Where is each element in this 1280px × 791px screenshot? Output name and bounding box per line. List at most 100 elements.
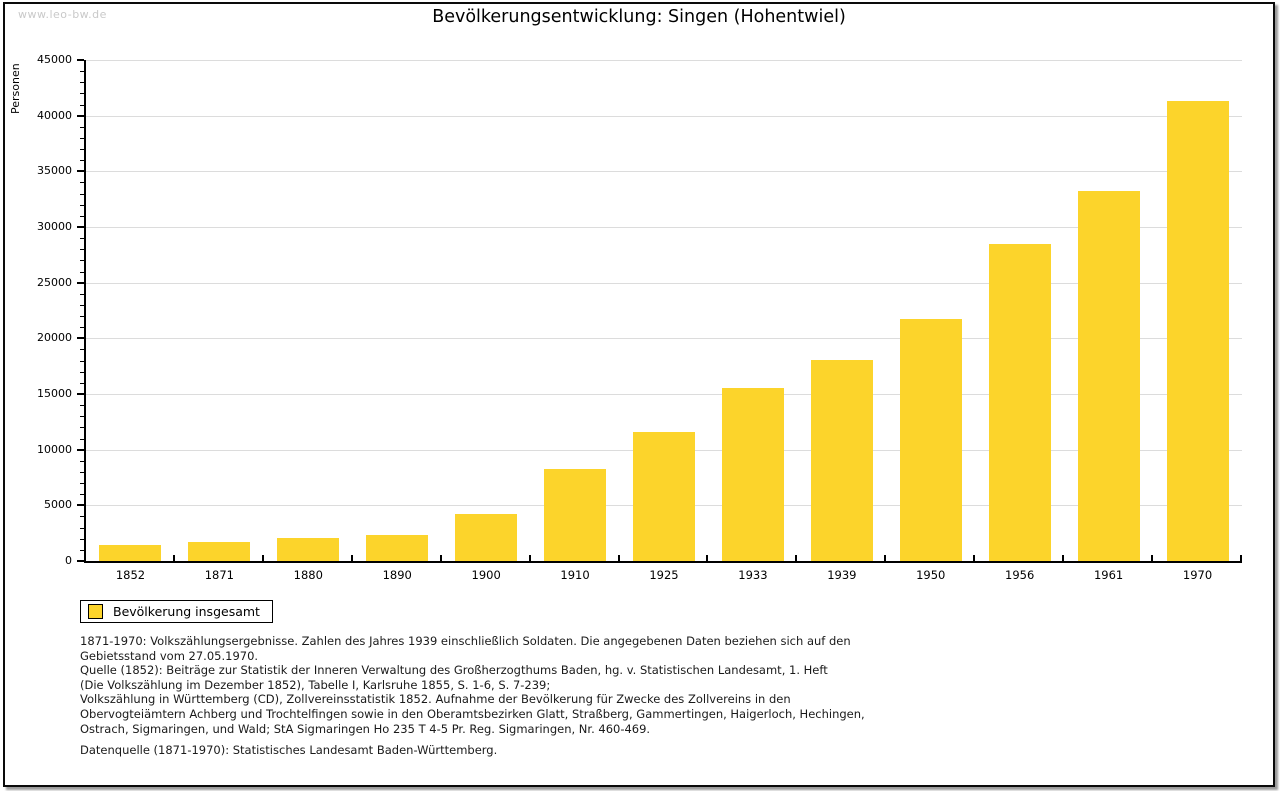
gridline bbox=[86, 338, 1242, 340]
y-axis-minor-tick bbox=[80, 382, 84, 384]
gridline bbox=[86, 171, 1242, 173]
bar-1950 bbox=[899, 319, 962, 561]
y-axis-tick-label: 30000 bbox=[37, 220, 72, 233]
x-axis-label: 1933 bbox=[738, 568, 768, 582]
x-axis-label: 1970 bbox=[1182, 568, 1213, 582]
y-axis-tick bbox=[77, 170, 84, 173]
x-axis-tick bbox=[884, 555, 887, 561]
y-axis-minor-tick bbox=[80, 527, 84, 529]
chart-page: www.leo-bw.de Bevölkerungsentwicklung: S… bbox=[3, 2, 1275, 787]
y-axis-minor-tick bbox=[80, 249, 84, 251]
bar-1961 bbox=[1077, 190, 1140, 561]
y-axis-minor-tick bbox=[80, 438, 84, 440]
bar-1900 bbox=[455, 514, 518, 561]
x-axis-label: 1950 bbox=[916, 568, 946, 582]
x-axis-tick bbox=[973, 555, 976, 561]
y-axis-minor-tick bbox=[80, 104, 84, 106]
y-axis-tick bbox=[77, 337, 84, 340]
y-axis-minor-tick bbox=[80, 304, 84, 306]
y-axis-tick-label: 10000 bbox=[37, 442, 72, 456]
y-axis-tick-label: 45000 bbox=[37, 53, 72, 66]
bar-1890 bbox=[366, 535, 429, 561]
x-axis-label: 1890 bbox=[382, 568, 412, 582]
x-axis-tick bbox=[706, 555, 709, 561]
x-axis-tick bbox=[261, 555, 264, 561]
bar-1970 bbox=[1166, 101, 1229, 561]
y-axis-minor-tick bbox=[80, 516, 84, 518]
y-axis-minor-tick bbox=[80, 149, 84, 151]
gridline bbox=[86, 282, 1242, 284]
y-axis-minor-tick bbox=[80, 93, 84, 95]
x-axis-tick bbox=[1062, 555, 1065, 561]
x-axis-tick bbox=[1240, 555, 1242, 561]
y-axis-minor-tick bbox=[80, 327, 84, 329]
x-axis-tick bbox=[1151, 555, 1154, 561]
bar-1925 bbox=[633, 431, 695, 561]
bar-1852 bbox=[99, 544, 162, 561]
y-axis-tick bbox=[77, 226, 84, 228]
y-axis-minor-tick bbox=[80, 71, 84, 73]
y-axis-minor-tick bbox=[80, 238, 84, 240]
y-axis-minor-tick bbox=[80, 260, 84, 262]
y-axis-minor-tick bbox=[80, 494, 84, 496]
note-line: Ostrach, Sigmaringen, und Wald; StA Sigm… bbox=[80, 721, 651, 736]
chart-title: Bevölkerungsentwicklung: Singen (Hohentw… bbox=[432, 7, 846, 27]
y-axis-tick bbox=[77, 504, 84, 507]
legend-label: Bevölkerung insgesamt bbox=[113, 604, 260, 619]
y-axis-tick bbox=[77, 114, 84, 117]
legend: Bevölkerung insgesamt bbox=[80, 600, 273, 623]
note-line: Obervogteiämtern Achberg und Trochtelfin… bbox=[80, 706, 865, 721]
note-line: Volkszählung in Württemberg (CD), Zollve… bbox=[80, 692, 791, 707]
bar-1956 bbox=[988, 244, 1051, 561]
y-axis-minor-tick bbox=[80, 193, 84, 195]
y-axis-tick-label: 5000 bbox=[44, 498, 72, 512]
bar-1871 bbox=[188, 541, 251, 561]
source-notes: 1871-1970: Volkszählungsergebnisse. Zahl… bbox=[80, 634, 1230, 758]
y-axis-tick bbox=[77, 59, 84, 61]
y-axis-minor-tick bbox=[80, 126, 84, 128]
y-axis-minor-tick bbox=[80, 538, 84, 540]
y-axis-minor-tick bbox=[80, 271, 84, 273]
x-axis-label: 1956 bbox=[1005, 568, 1035, 582]
x-axis-tick bbox=[439, 555, 442, 561]
x-axis-tick bbox=[350, 555, 353, 561]
y-axis-minor-tick bbox=[80, 360, 84, 362]
note-line: Quelle (1852): Beiträge zur Statistik de… bbox=[80, 663, 828, 678]
x-axis-label: 1880 bbox=[293, 568, 323, 582]
y-axis-tick-label: 35000 bbox=[37, 164, 72, 178]
x-axis-label: 1871 bbox=[204, 568, 235, 582]
y-axis-tick bbox=[77, 560, 84, 562]
y-axis-minor-tick bbox=[80, 460, 84, 462]
watermark: www.leo-bw.de bbox=[18, 8, 107, 21]
y-axis-minor-tick bbox=[80, 137, 84, 139]
legend-swatch-icon bbox=[88, 604, 103, 619]
y-axis-minor-tick bbox=[80, 471, 84, 473]
y-axis-minor-tick bbox=[80, 182, 84, 184]
x-axis-tick bbox=[795, 555, 798, 561]
x-axis-tick bbox=[617, 555, 620, 561]
y-axis-tick-label: 20000 bbox=[37, 331, 72, 345]
y-axis-minor-tick bbox=[80, 160, 84, 162]
y-axis-minor-tick bbox=[80, 215, 84, 217]
y-axis-minor-tick bbox=[80, 371, 84, 373]
y-axis-title: Personen bbox=[9, 63, 22, 114]
y-axis-minor-tick bbox=[80, 427, 84, 429]
y-axis-minor-tick bbox=[80, 405, 84, 407]
x-axis-label: 1852 bbox=[115, 568, 146, 582]
note-line: (Die Volkszählung im Dezember 1852), Tab… bbox=[80, 677, 551, 692]
y-axis-minor-tick bbox=[80, 349, 84, 351]
note-line: Gebietsstand vom 27.05.1970. bbox=[80, 648, 259, 663]
y-axis-tick bbox=[77, 448, 84, 451]
y-axis-minor-tick bbox=[80, 204, 84, 206]
y-axis-tick-label: 0 bbox=[65, 554, 72, 567]
y-axis-minor-tick bbox=[80, 316, 84, 318]
x-axis-label: 1910 bbox=[560, 568, 590, 582]
gridline bbox=[86, 115, 1242, 117]
x-axis-label: 1925 bbox=[649, 568, 679, 582]
x-axis-tick bbox=[528, 555, 531, 561]
y-axis-minor-tick bbox=[80, 82, 84, 84]
y-axis-tick-label: 25000 bbox=[37, 275, 72, 289]
bar-1933 bbox=[721, 388, 784, 561]
bar-1939 bbox=[810, 360, 873, 561]
y-axis-tick bbox=[77, 281, 84, 284]
